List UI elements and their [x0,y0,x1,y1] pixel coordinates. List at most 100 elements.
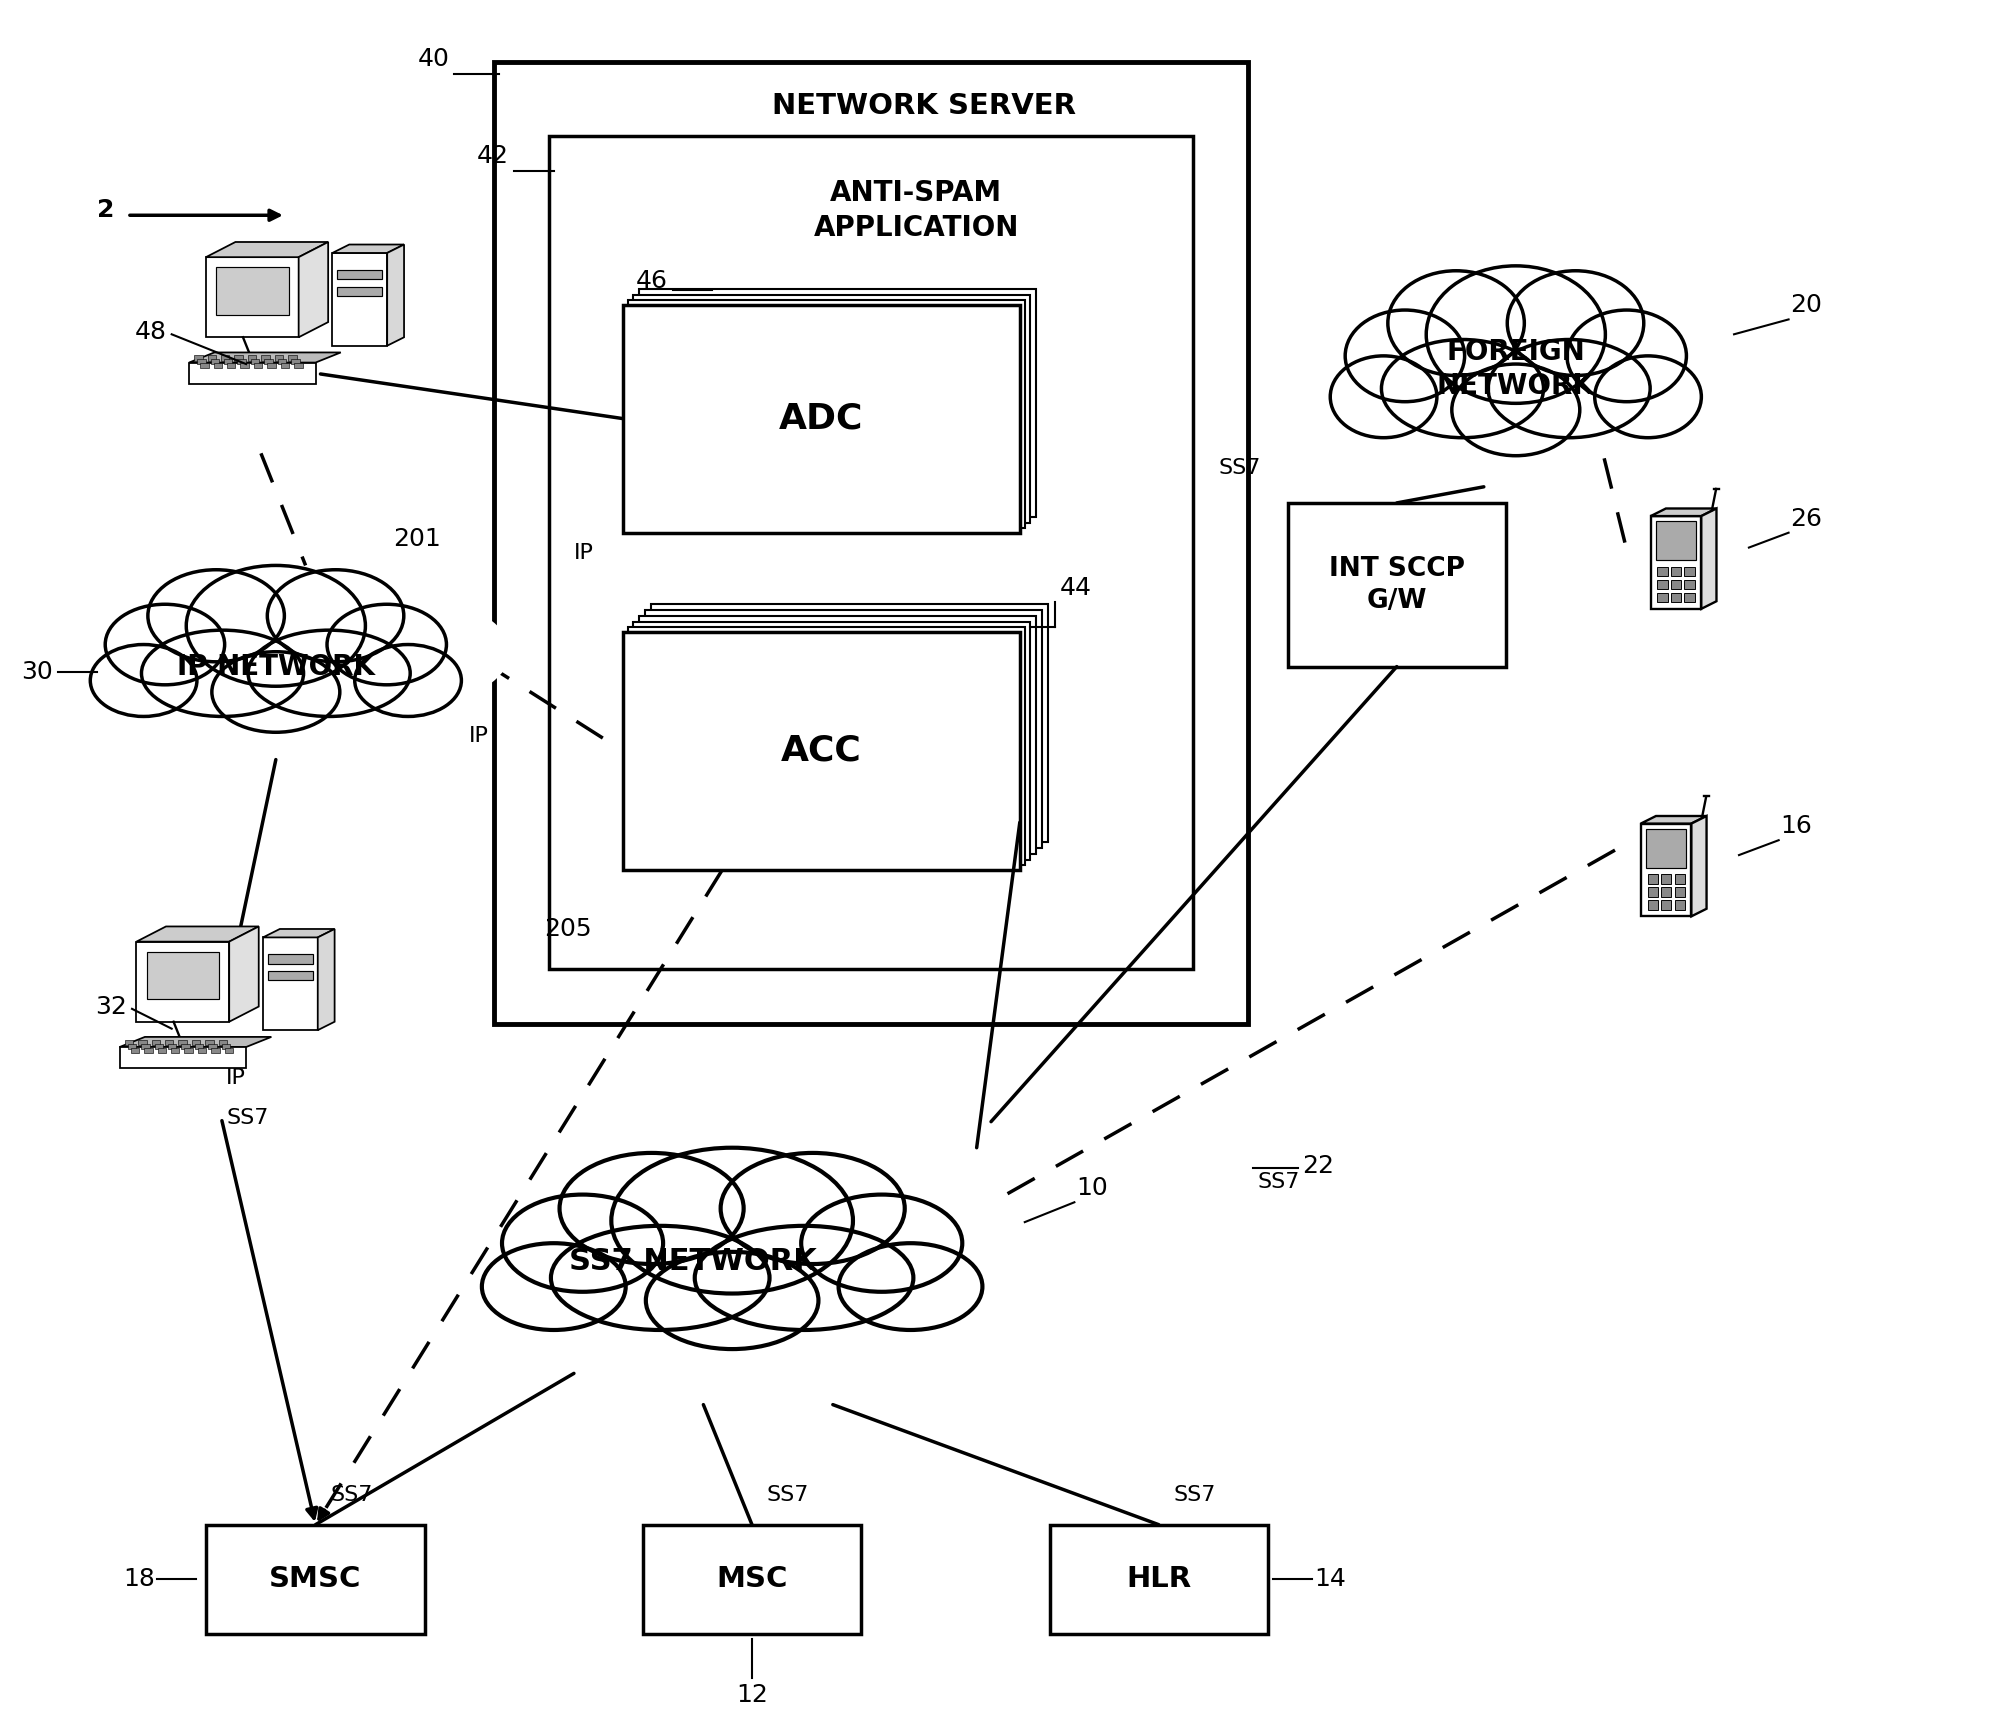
Bar [253,363,263,368]
Ellipse shape [1330,356,1438,438]
Bar [197,1048,205,1052]
Ellipse shape [126,612,425,706]
Bar [638,616,1035,855]
Bar [221,1043,229,1048]
Bar [126,1040,134,1045]
Text: 30: 30 [20,659,52,683]
Ellipse shape [1388,272,1523,375]
Bar [195,1043,203,1048]
Bar [156,1043,164,1048]
Polygon shape [120,1036,271,1047]
Bar [1671,593,1681,602]
Bar [181,1043,189,1048]
Polygon shape [1701,509,1717,609]
Bar [1647,887,1657,896]
Bar [207,355,215,360]
Bar [213,363,221,368]
Ellipse shape [148,569,285,663]
Bar [337,270,383,279]
Bar [267,955,313,964]
Text: 32: 32 [96,995,128,1019]
Text: 22: 22 [1302,1154,1334,1178]
Bar [644,611,1041,848]
Ellipse shape [502,1195,664,1292]
Text: IP: IP [574,543,594,562]
Bar [219,1040,227,1045]
Ellipse shape [1426,266,1605,403]
Bar [267,363,275,368]
Bar [251,360,259,365]
Polygon shape [136,927,259,941]
Bar [1657,567,1667,576]
Bar [628,626,1025,865]
Bar [185,1048,193,1052]
Ellipse shape [42,573,510,730]
Ellipse shape [530,1204,933,1317]
Bar [1657,593,1667,602]
Ellipse shape [550,1227,770,1330]
Bar [291,360,299,365]
Ellipse shape [106,604,225,685]
Ellipse shape [247,630,411,716]
Bar [281,363,289,368]
Bar [191,1040,199,1045]
Bar [1661,900,1671,910]
Bar [211,360,219,365]
Text: 12: 12 [736,1683,768,1708]
Text: SS7: SS7 [225,1107,269,1128]
Ellipse shape [1366,318,1665,426]
Polygon shape [387,244,405,346]
Bar [205,1040,213,1045]
Bar [337,287,383,296]
Polygon shape [189,363,315,384]
Bar [223,360,233,365]
Bar [1655,521,1697,561]
Text: 20: 20 [1791,294,1823,317]
Bar [158,1048,166,1052]
Bar [628,299,1025,528]
Bar [1675,887,1685,896]
Text: 48: 48 [136,320,167,344]
Ellipse shape [516,1156,947,1313]
Bar [1647,900,1657,910]
Polygon shape [1641,823,1691,917]
Ellipse shape [1567,310,1687,401]
Bar [638,289,1035,517]
Ellipse shape [1452,363,1579,455]
Bar [144,1048,154,1052]
Ellipse shape [1356,273,1675,422]
Bar [1645,829,1687,868]
Bar [207,1524,425,1633]
Text: 201: 201 [393,528,441,552]
Polygon shape [333,253,387,346]
Ellipse shape [142,630,303,716]
Bar [261,355,269,360]
Text: FOREIGN
NETWORK: FOREIGN NETWORK [1438,337,1595,400]
Bar [1685,567,1695,576]
Ellipse shape [839,1244,983,1330]
Bar [289,355,297,360]
Bar [132,1048,140,1052]
Bar [225,1048,233,1052]
Ellipse shape [211,652,339,732]
Text: 42: 42 [477,144,508,168]
Bar [247,355,257,360]
Polygon shape [1651,509,1717,516]
Bar [265,360,273,365]
Bar [548,137,1194,969]
Text: INT SCCP
G/W: INT SCCP G/W [1328,555,1466,614]
Bar [221,355,229,360]
Bar [148,952,219,998]
Polygon shape [263,938,317,1029]
Bar [295,363,303,368]
Text: 46: 46 [636,268,668,292]
Bar [622,304,1019,533]
Bar [1049,1524,1268,1633]
Bar [1675,874,1685,884]
Ellipse shape [612,1147,853,1294]
Ellipse shape [116,573,437,702]
Ellipse shape [646,1253,818,1349]
Bar [215,268,289,315]
Text: ACC: ACC [782,734,861,768]
Bar [1647,874,1657,884]
